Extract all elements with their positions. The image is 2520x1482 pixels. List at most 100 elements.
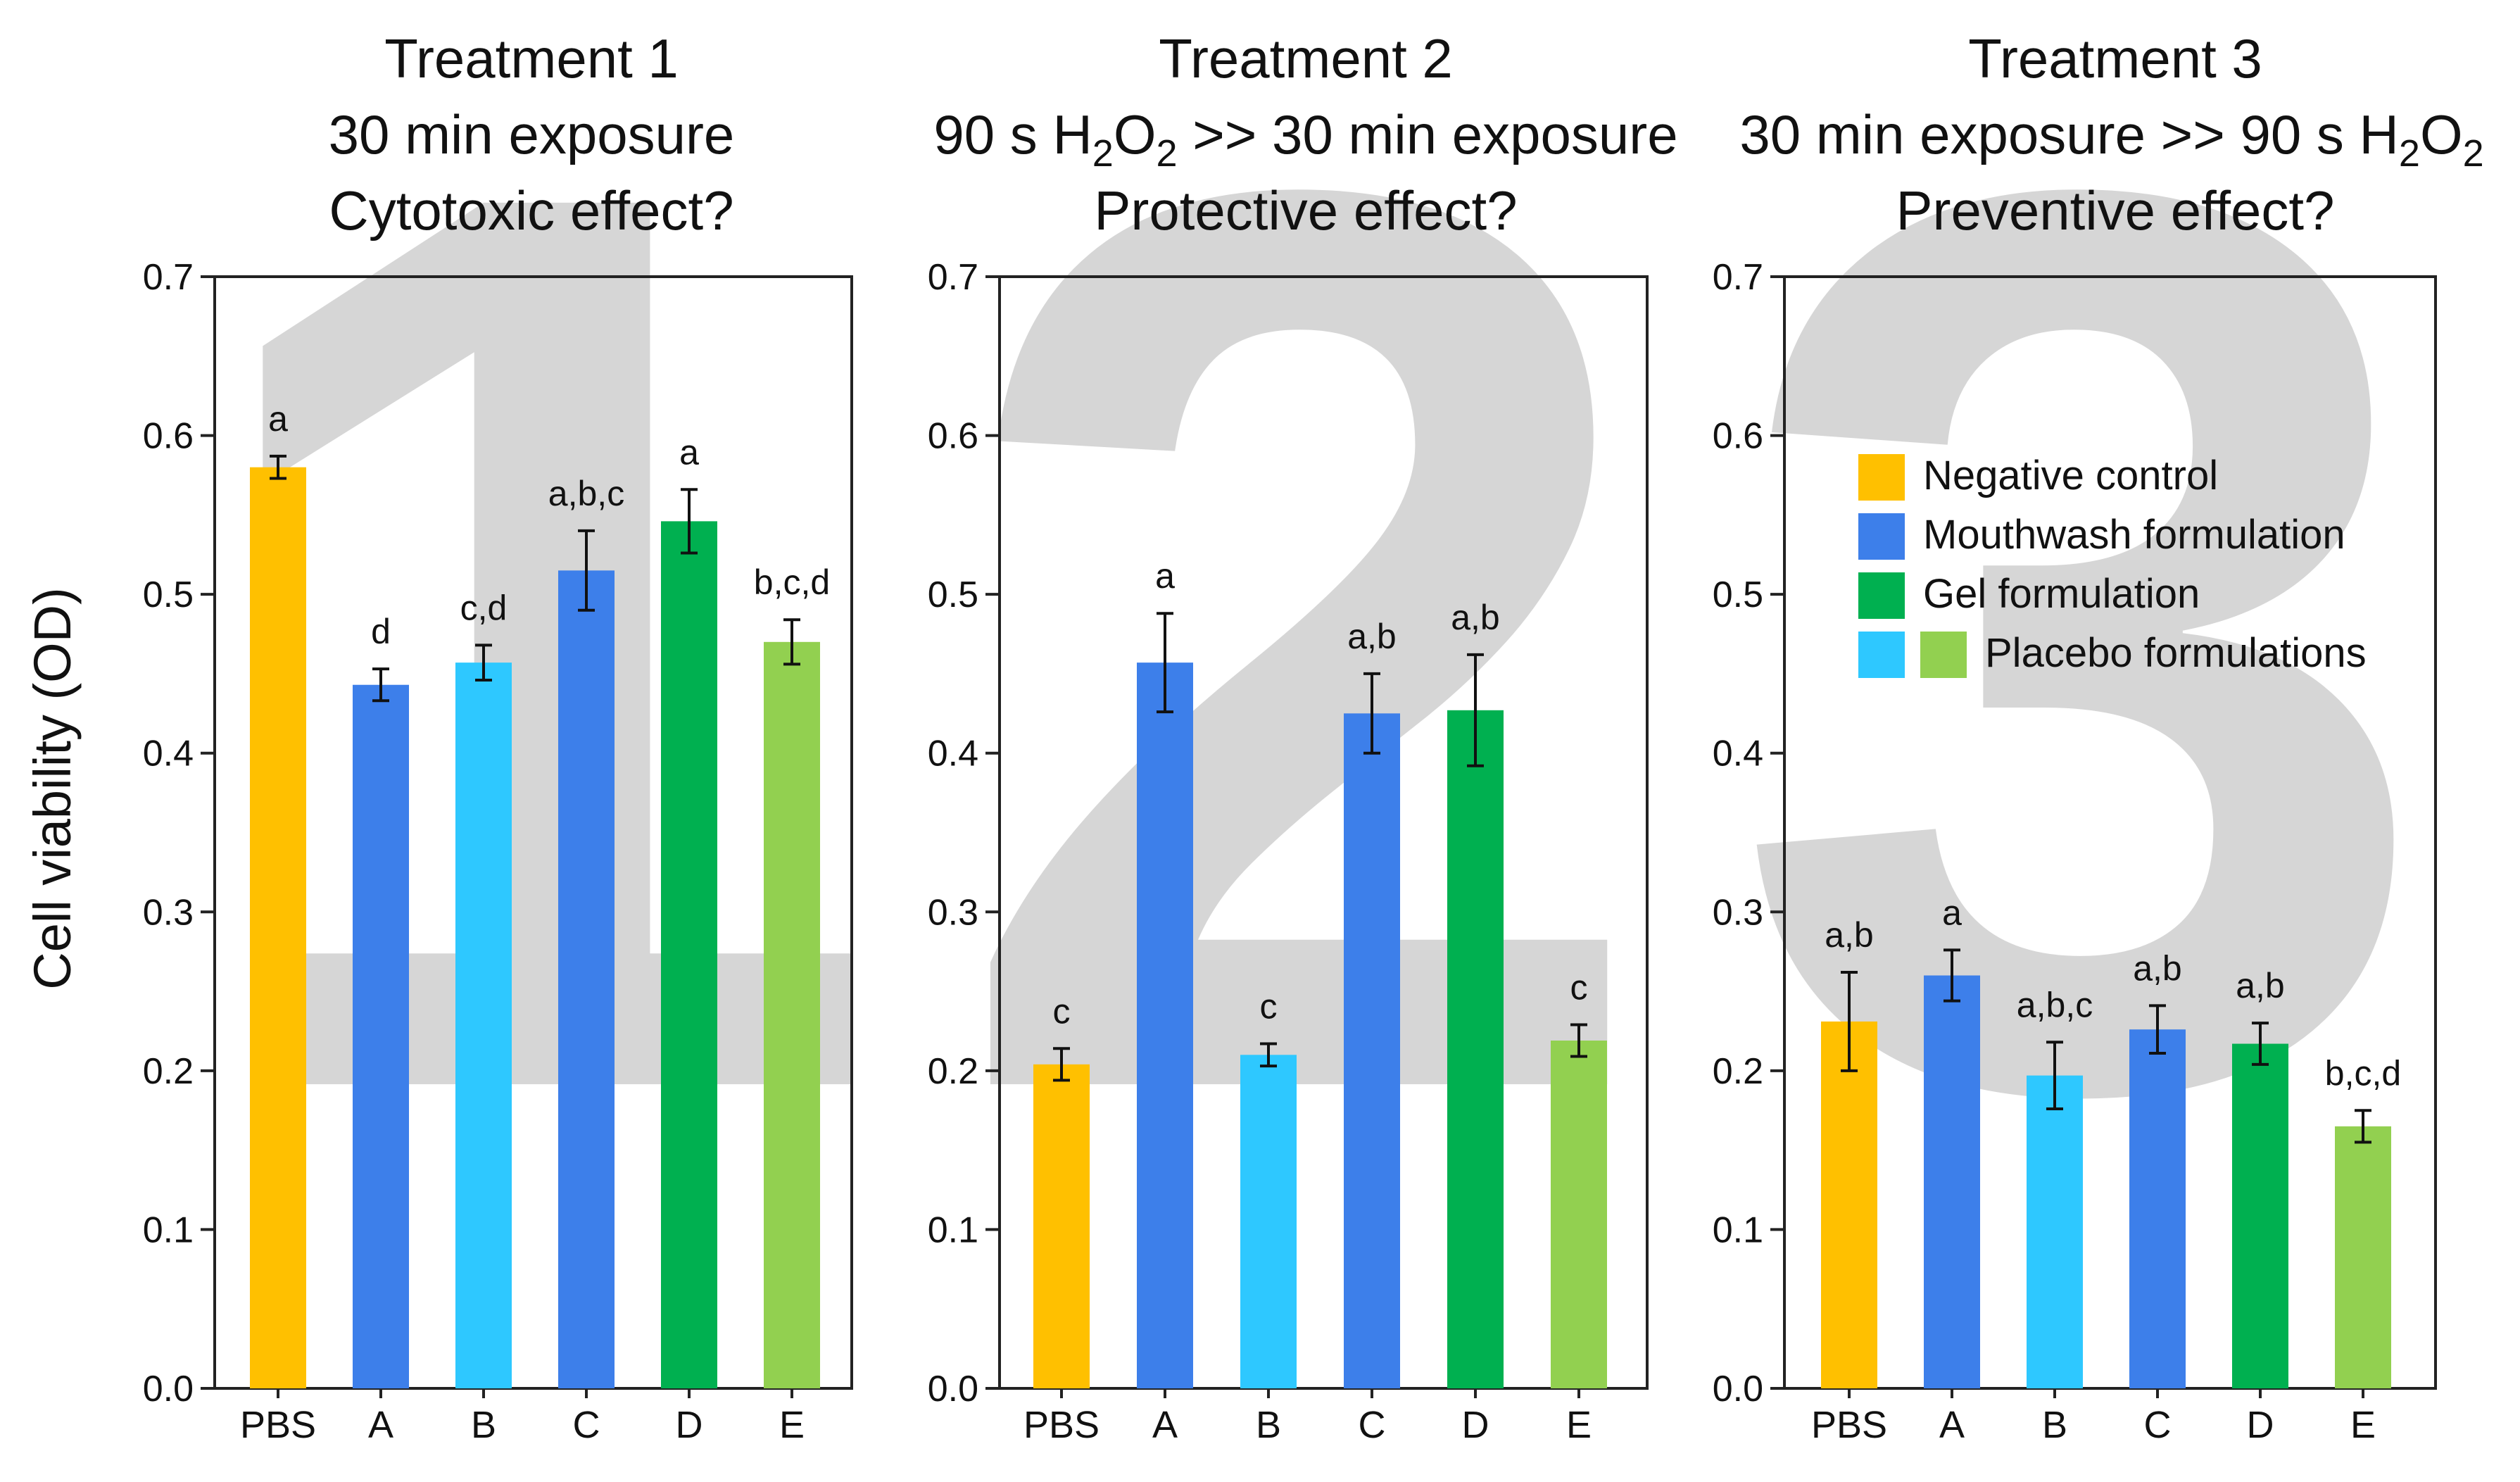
significance-label: a,b,c (548, 474, 624, 513)
significance-label: a,b,c (2017, 985, 2093, 1024)
legend-item: Mouthwash formulation (1858, 512, 2345, 560)
legend-item: Placebo formulations (1858, 630, 2367, 678)
bar-e (764, 641, 820, 1389)
y-tick-label: 0.5 (143, 574, 194, 615)
error-bar (372, 667, 389, 703)
bar-d (661, 521, 717, 1388)
panel-2-subtitle: 90 s H2O2 >> 30 min exposure (933, 103, 1677, 175)
bar-pbs (1821, 1021, 1877, 1388)
panel-2-title: Treatment 2 (1159, 27, 1453, 89)
panel-1-y-axis: 0.0 0.1 0.2 0.3 0.4 0.5 0.6 0.7 (143, 257, 215, 1409)
error-bar (783, 618, 800, 666)
x-category-label: B (1256, 1404, 1281, 1446)
significance-label: a,b (2133, 948, 2182, 988)
error-bar (1053, 1047, 1070, 1082)
bar-c (1344, 713, 1400, 1388)
x-category-label: A (368, 1404, 393, 1446)
error-bar (578, 529, 595, 612)
error-bar (270, 454, 286, 480)
bar-a (1137, 662, 1193, 1388)
x-category-label: PBS (1811, 1404, 1887, 1446)
legend-swatch (1920, 632, 1967, 678)
y-tick-label: 0.3 (143, 892, 194, 933)
legend-label: Placebo formulations (1985, 630, 2367, 676)
y-axis-label: Cell viability (OD) (23, 587, 82, 990)
bar-pbs (250, 467, 306, 1388)
y-tick-label: 0.0 (143, 1369, 194, 1409)
significance-label: c,d (460, 588, 508, 627)
panel-treatment-3: 3 Treatment 3 30 min exposure >> 90 s H2… (1713, 0, 2484, 1446)
significance-label: b,c,d (754, 563, 830, 602)
significance-label: a (1155, 556, 1175, 596)
x-category-label: B (2042, 1404, 2067, 1446)
legend-label: Negative control (1923, 453, 2218, 498)
significance-label: a (1942, 893, 1962, 932)
error-bar (475, 643, 492, 682)
x-category-label: C (1359, 1404, 1386, 1446)
y-tick-label: 0.5 (1713, 574, 1763, 615)
legend: Negative control Mouthwash formulation Gel… (1858, 453, 2367, 678)
y-tick-label: 0.2 (1713, 1051, 1763, 1092)
panel-2-question: Protective effect? (1094, 180, 1517, 241)
y-tick-label: 0.2 (143, 1051, 194, 1092)
y-tick-label: 0.1 (928, 1210, 978, 1250)
significance-label: a,b (1347, 617, 1397, 656)
legend-swatch (1858, 454, 1905, 501)
y-tick-label: 0.3 (1713, 892, 1763, 933)
x-category-label: E (1566, 1404, 1592, 1446)
x-category-label: C (2144, 1404, 2172, 1446)
x-category-label: A (1152, 1404, 1178, 1446)
y-tick-label: 0.4 (143, 734, 194, 774)
bar-a (353, 684, 409, 1388)
y-tick-label: 0.2 (928, 1051, 978, 1092)
x-category-label: A (1939, 1404, 1965, 1446)
bar-b (1240, 1055, 1297, 1388)
error-bar (1363, 672, 1380, 755)
error-bar (2046, 1041, 2063, 1110)
significance-label: b,c,d (2325, 1053, 2401, 1093)
error-bar (1467, 653, 1484, 767)
panel-1-plot-frame (213, 275, 853, 1390)
bar-pbs (1033, 1064, 1090, 1388)
error-bar (1570, 1023, 1587, 1058)
significance-label: c (1053, 991, 1071, 1031)
panel-1-question: Cytotoxic effect? (329, 180, 733, 241)
bar-c (558, 570, 615, 1388)
x-category-label: E (2350, 1404, 2376, 1446)
y-tick-label: 0.0 (928, 1369, 978, 1409)
panel-3-plot-frame (1783, 275, 2437, 1390)
panel-3-bars: a,b PBS a Aa,b,c Ba,b Ca,b Db,c,d E (1811, 893, 2401, 1446)
x-category-label: PBS (1023, 1404, 1100, 1446)
x-category-label: B (471, 1404, 496, 1446)
panel-2-y-axis: 0.0 0.1 0.2 0.3 0.4 0.5 0.6 0.7 (928, 257, 1000, 1409)
y-tick-label: 0.7 (143, 257, 194, 298)
x-category-label: D (1462, 1404, 1489, 1446)
error-bar (1841, 971, 1858, 1072)
x-category-label: D (2247, 1404, 2274, 1446)
legend-label: Gel formulation (1923, 571, 2200, 617)
bar-d (1447, 710, 1504, 1388)
bar-e (1551, 1040, 1607, 1388)
y-tick-label: 0.1 (143, 1210, 194, 1250)
panel-treatment-1: 1 Treatment 1 30 min exposure Cytotoxic … (143, 0, 888, 1446)
bar-a (1924, 975, 1980, 1388)
legend-item: Negative control (1858, 453, 2218, 501)
error-bar (2355, 1109, 2371, 1144)
error-bar (2149, 1004, 2166, 1055)
error-bar (1943, 948, 1960, 1003)
bar-c (2129, 1029, 2186, 1388)
panel-1-title: Treatment 1 (384, 27, 679, 89)
error-bar (1157, 612, 1173, 714)
y-tick-label: 0.1 (1713, 1210, 1763, 1250)
y-tick-label: 0.7 (928, 257, 978, 298)
significance-label: c (1570, 967, 1588, 1007)
y-tick-label: 0.6 (143, 416, 194, 457)
bar-e (2335, 1126, 2391, 1388)
panel-2-bars: c PBS a Ac Ba,b Ca,b Dc E (1023, 556, 1607, 1446)
significance-label: a,b (1825, 915, 1874, 955)
y-tick-label: 0.4 (1713, 734, 1763, 774)
significance-label: a (268, 399, 288, 439)
y-tick-label: 0.6 (1713, 416, 1763, 457)
panel-1-bars: a PBS d Ac,d Ba,b,c Ca Db,c,d E (240, 399, 830, 1446)
